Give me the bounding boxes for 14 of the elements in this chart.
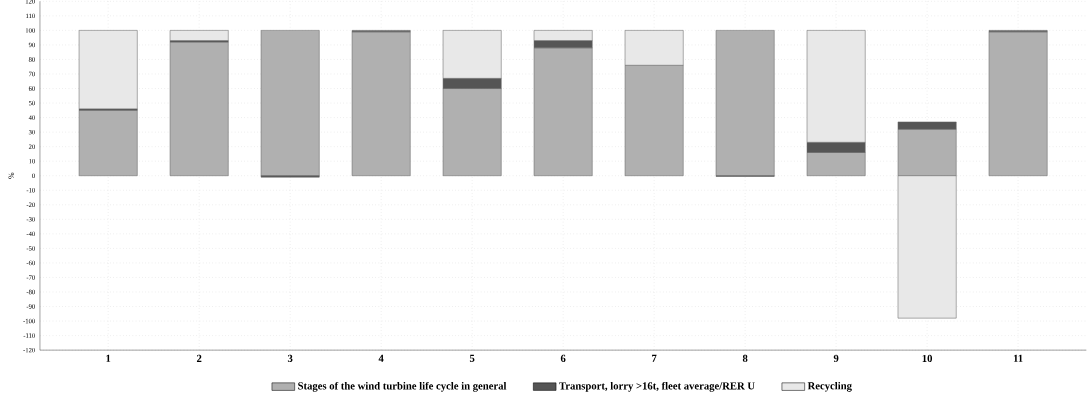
x-tick-label: 11: [1013, 354, 1023, 362]
legend-label: Stages of the wind turbine life cycle in general: [298, 382, 507, 392]
x-tick-label: 10: [922, 354, 933, 363]
x-tick-label: 5: [469, 354, 475, 363]
x-tick-label: 7: [652, 354, 657, 362]
x-tick-label: 3: [287, 354, 293, 363]
legend-label: Recycling: [807, 382, 852, 392]
x-tick-label: 9: [833, 354, 839, 363]
x-tick-label: 4: [378, 354, 384, 362]
x-tick-label: 1: [106, 354, 111, 362]
x-tick-label: 2: [196, 354, 202, 363]
x-tick-label: 6: [560, 354, 566, 363]
legend-label: Transport, lorry >16t, fleet average/RER U: [559, 382, 755, 392]
x-tick-label: 8: [742, 354, 748, 363]
